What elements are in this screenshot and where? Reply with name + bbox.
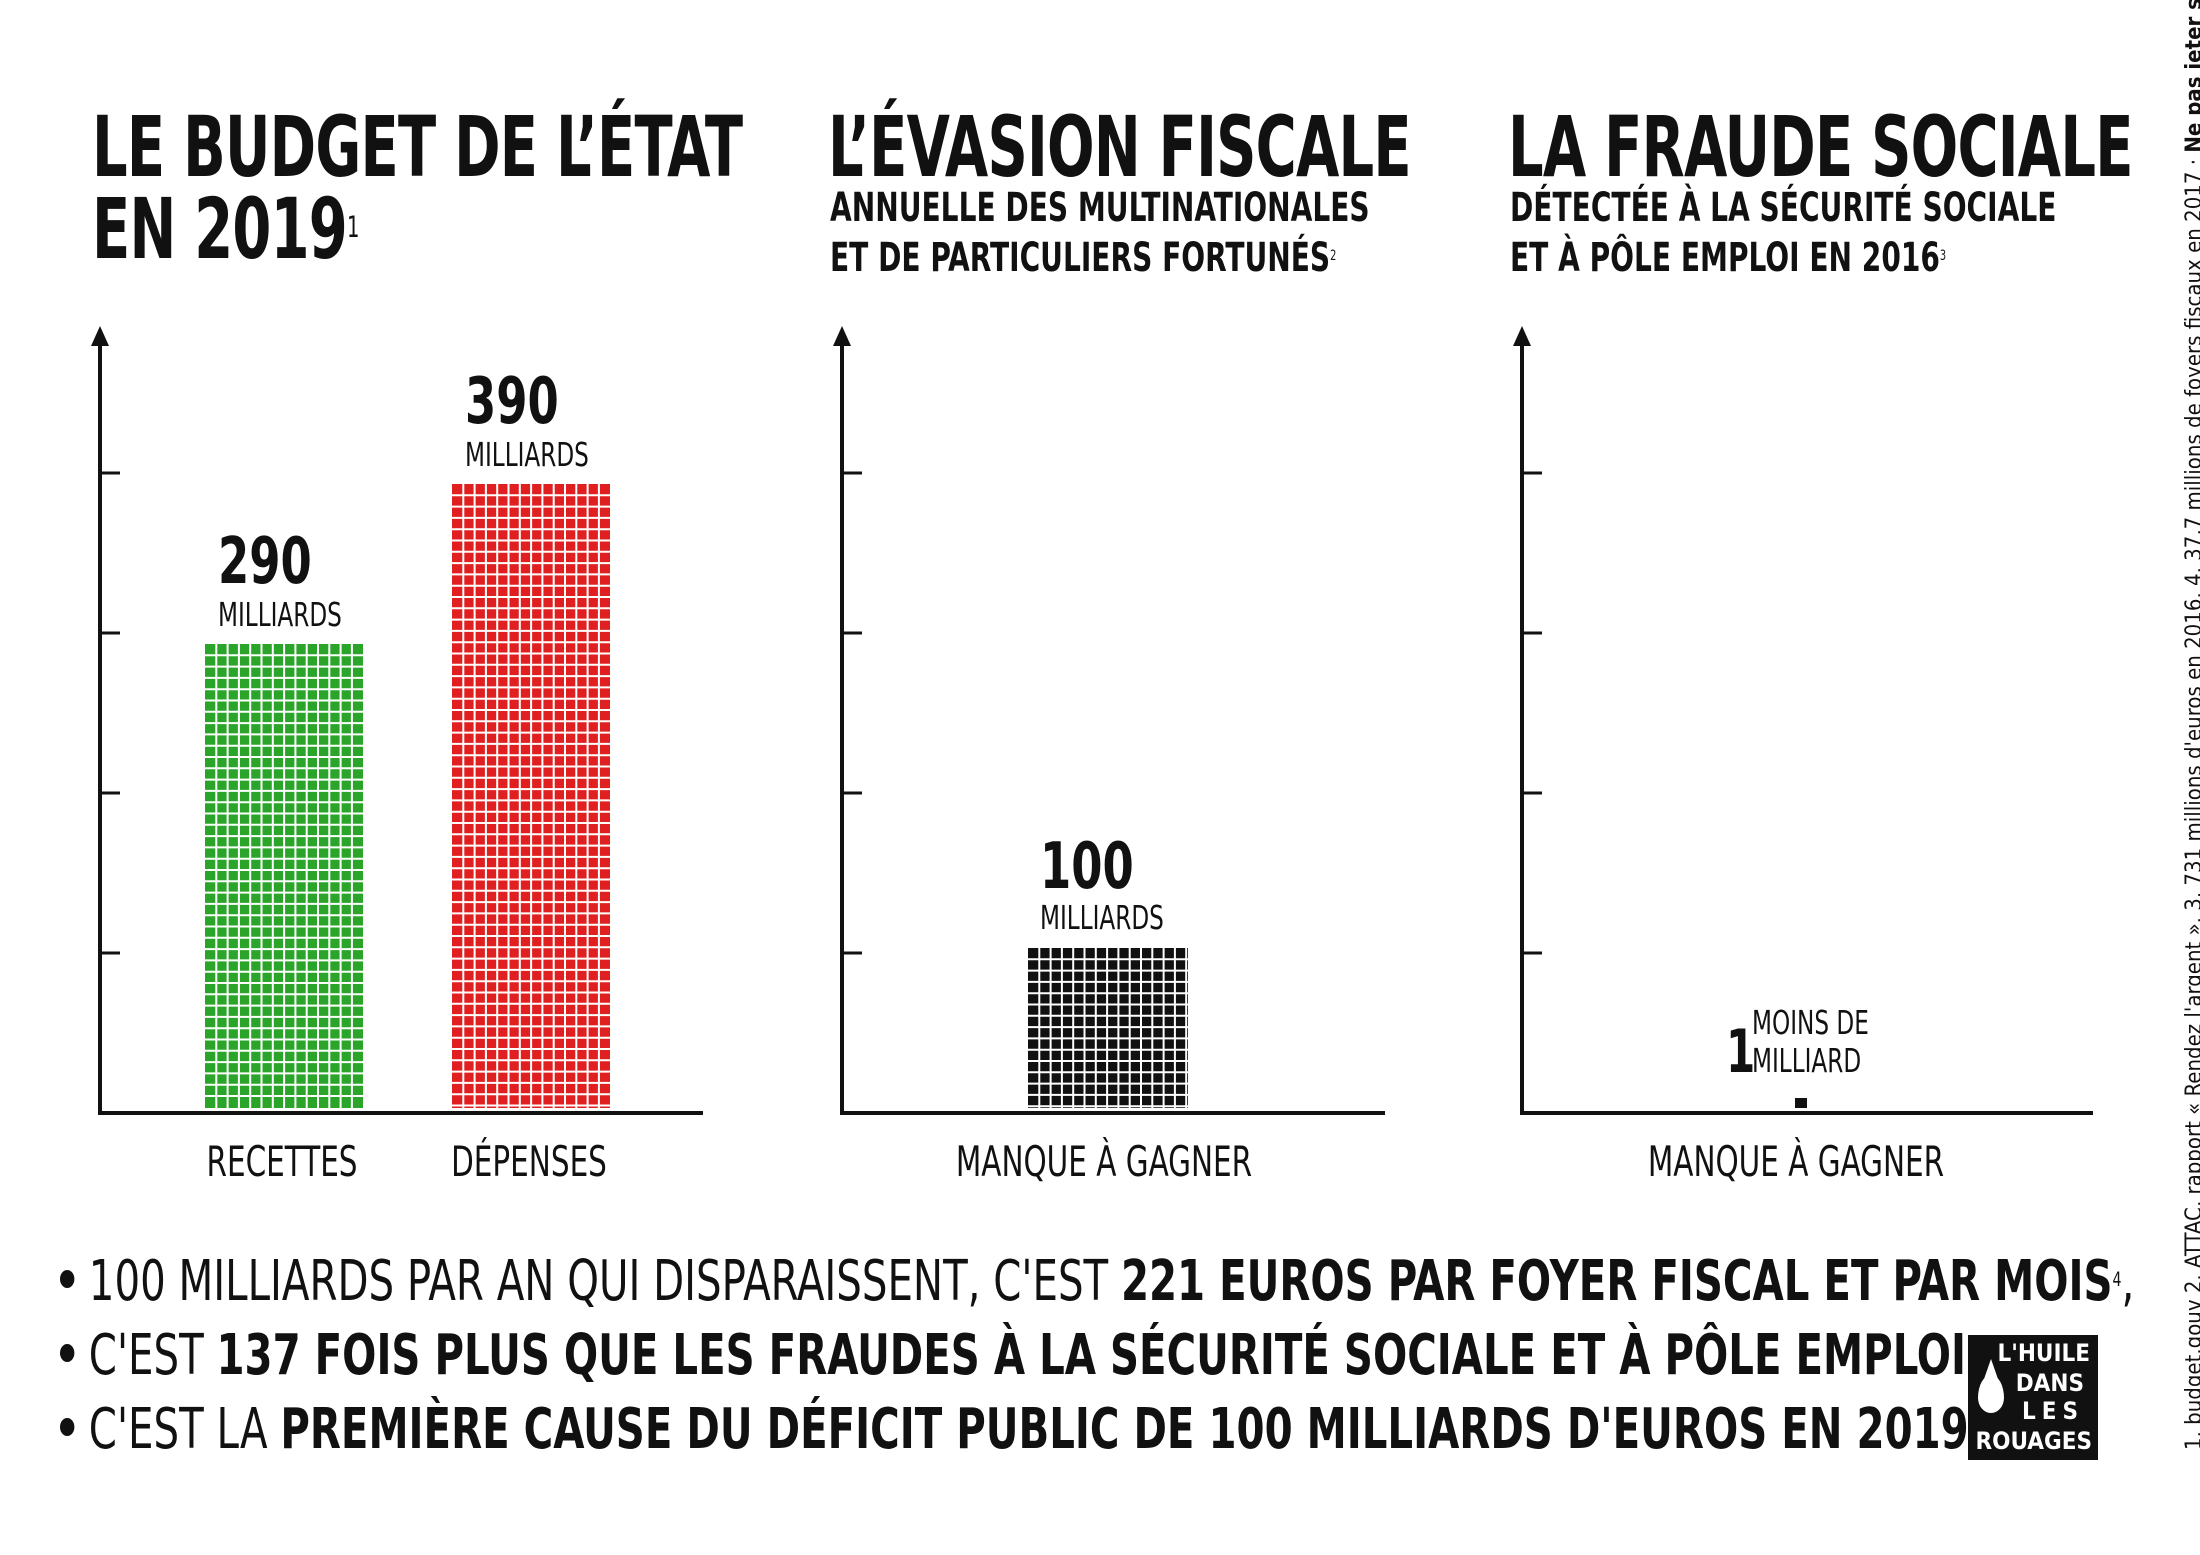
evasion-unit-label: MILLIARDS	[1040, 898, 1164, 937]
panel3-title: LA FRAUDE SOCIALE	[1508, 98, 2133, 196]
recettes-unit-label: MILLIARDS	[218, 595, 342, 634]
panel3-subtitle-line2-text: ET À PÔLE EMPLOI EN 2016	[1510, 235, 1940, 281]
fact-2-bold: 137 FOIS PLUS QUE LES FRAUDES À LA SÉCUR…	[216, 1323, 1967, 1388]
panel2-subtitle-line1: ANNUELLE DES MULTINATIONALES	[830, 185, 1370, 231]
panel2-title: L’ÉVASION FISCALE	[828, 98, 1412, 196]
fact-2-normal: C'EST	[88, 1323, 217, 1388]
panel3-subtitle-line2: ET À PÔLE EMPLOI EN 20163	[1510, 233, 1946, 283]
logo-line-3: LES	[2021, 1397, 2084, 1425]
depenses-value-label: 390	[465, 365, 559, 439]
logo-line-4: ROUAGES	[1975, 1427, 2092, 1455]
panel3-subtitle-line1: DÉTECTÉE À LA SÉCURITÉ SOCIALE	[1510, 185, 2057, 231]
fact-1-note: 4	[2112, 1268, 2122, 1291]
fraude-value-label: 1	[1726, 1017, 1756, 1087]
fact-2: C'EST 137 FOIS PLUS QUE LES FRAUDES À LA…	[60, 1319, 2134, 1393]
key-facts-list: 100 MILLIARDS PAR AN QUI DISPARAISSENT, …	[60, 1245, 2200, 1467]
panel2-note: 2	[1330, 248, 1337, 264]
bullet-dot	[60, 1417, 75, 1436]
logo: L'HUILE DANS LES ROUAGES	[1968, 1335, 2098, 1460]
evasion-value-label: 100	[1040, 830, 1134, 904]
bullet-dot	[60, 1269, 75, 1288]
fact-3-bold: PREMIÈRE CAUSE DU DÉFICIT PUBLIC DE 100 …	[280, 1397, 1969, 1462]
y-axis-arrow-3	[1513, 326, 1531, 346]
fact-3: C'EST LA PREMIÈRE CAUSE DU DÉFICIT PUBLI…	[60, 1393, 2134, 1467]
panel3-note: 3	[1939, 248, 1947, 264]
panel1-title-line1: LE BUDGET DE L’ÉTAT	[92, 98, 743, 196]
logo-line-2: DANS	[2015, 1369, 2084, 1397]
fact-3-normal: C'EST LA	[88, 1397, 281, 1462]
fact-1: 100 MILLIARDS PAR AN QUI DISPARAISSENT, …	[60, 1245, 2134, 1319]
xlabel-fraude: MANQUE À GAGNER	[1647, 1137, 1945, 1186]
depenses-unit-label: MILLIARDS	[465, 435, 589, 474]
bullet-dot	[60, 1343, 75, 1362]
panel2-subtitle-line2-text: ET DE PARTICULIERS FORTUNÉS	[830, 235, 1331, 281]
logo-line-1: L'HUILE	[1997, 1339, 2090, 1367]
xlabel-recettes: RECETTES	[206, 1137, 358, 1186]
oil-drop-icon	[1978, 1375, 2004, 1413]
fact-1-normal: 100 MILLIARDS PAR AN QUI DISPARAISSENT, …	[88, 1249, 1121, 1314]
y-axis-arrow-1	[91, 326, 109, 346]
sources-text: 1. budget.gouv 2. ATTAC, rapport « Rende…	[2182, 159, 2200, 1450]
panel1-title-line2-text: EN 2019	[92, 180, 348, 278]
panel2-subtitle-line2: ET DE PARTICULIERS FORTUNÉS2	[830, 233, 1336, 283]
xlabel-depenses: DÉPENSES	[451, 1137, 607, 1186]
panel1-title-line2: EN 20191	[92, 187, 359, 271]
fraude-unit-line2: MILLIARD	[1752, 1041, 1862, 1080]
recettes-value-label: 290	[218, 525, 312, 599]
panel1-note: 1	[346, 210, 359, 244]
bar-manque-gagner	[1795, 1098, 1807, 1108]
fact-1-tail: ,	[2121, 1249, 2135, 1314]
litter-warning: Ne pas jeter sur la voie publique.	[2182, 0, 2200, 153]
fraude-unit-line1: MOINS DE	[1752, 1003, 1869, 1042]
xlabel-evasion: MANQUE À GAGNER	[955, 1137, 1253, 1186]
fact-1-bold: 221 EUROS PAR FOYER FISCAL ET PAR MOIS	[1120, 1249, 2113, 1314]
sources-footnote: 1. budget.gouv 2. ATTAC, rapport « Rende…	[2182, 0, 2200, 1450]
y-axis-arrow-2	[833, 326, 851, 346]
